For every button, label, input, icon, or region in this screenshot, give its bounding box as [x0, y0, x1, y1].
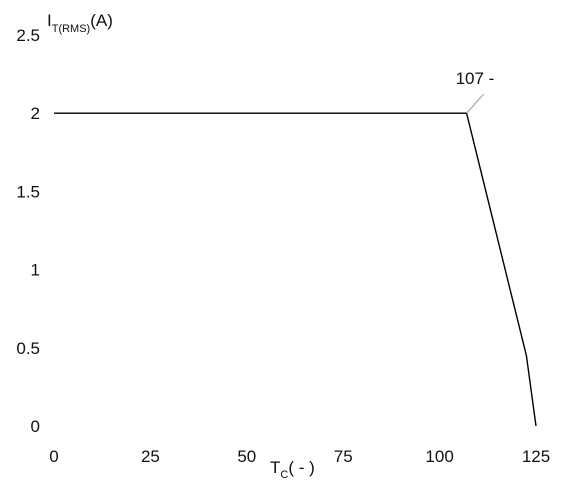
annotation-leader-line	[466, 93, 485, 114]
x-tick-label: 50	[237, 447, 256, 466]
plot-area	[54, 112, 537, 427]
x-tick-labels: 0 25 50 75 100 125	[49, 447, 550, 466]
y-tick-label: 1	[31, 261, 40, 280]
y-axis-label-unit: (A)	[90, 11, 113, 30]
y-tick-label: 0	[31, 417, 40, 436]
y-axis-label-main: I	[47, 11, 52, 30]
y-axis-label: IT(RMS)(A)	[47, 11, 113, 35]
x-axis-label-main: T	[270, 458, 280, 477]
x-tick-label: 25	[141, 447, 160, 466]
x-axis-label: TC( - )	[270, 458, 315, 481]
x-axis-label-sub: C	[280, 469, 288, 481]
annotation-label: 107 -	[456, 69, 495, 88]
x-tick-label: 125	[522, 447, 550, 466]
annotations: 107 -	[456, 69, 495, 114]
series-line	[54, 112, 537, 427]
y-tick-label: 2	[31, 104, 40, 123]
y-tick-label: 2.5	[16, 26, 40, 45]
y-tick-labels: 0 0.5 1 1.5 2 2.5	[16, 26, 40, 436]
x-tick-label: 100	[425, 447, 453, 466]
x-axis-label-unit: ( - )	[288, 458, 314, 477]
x-tick-label: 0	[49, 447, 58, 466]
x-tick-label: 75	[334, 447, 353, 466]
y-axis-label-sub: T(RMS)	[52, 23, 91, 35]
y-tick-label: 0.5	[16, 339, 40, 358]
y-tick-label: 1.5	[16, 182, 40, 201]
